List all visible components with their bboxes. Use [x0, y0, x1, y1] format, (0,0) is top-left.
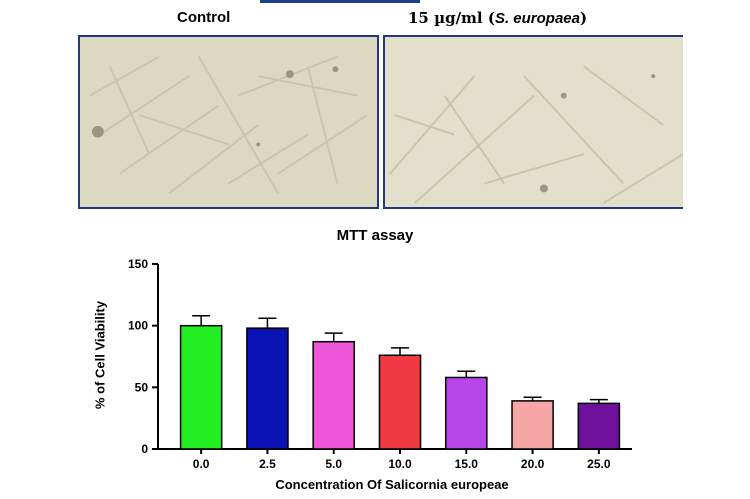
x-tick-label: 10.0: [388, 457, 412, 471]
treated-label-species: S. europaea: [494, 10, 580, 27]
x-tick-label: 5.0: [325, 457, 342, 471]
treated-panel-label: 15 µg/ml (S. europaea): [408, 9, 587, 27]
control-panel-label: Control: [177, 9, 231, 26]
treated-label-suffix: ): [579, 9, 588, 27]
bar: [577, 402, 621, 450]
top-rule: [260, 0, 420, 3]
treated-label-prefix: 15 µg/ml (: [408, 9, 495, 27]
bar: [444, 376, 488, 450]
control-micrograph: [78, 35, 379, 209]
x-axis-label: Concentration Of Salicornia europeae: [275, 477, 509, 492]
x-tick-label: 20.0: [521, 457, 545, 471]
bar: [378, 354, 422, 450]
bar: [179, 324, 223, 450]
x-tick-label: 2.5: [259, 457, 276, 471]
x-tick-label: 0.0: [193, 457, 210, 471]
bar: [312, 340, 356, 450]
y-tick-label: 100: [128, 319, 148, 333]
treated-micrograph: [383, 35, 683, 209]
y-tick-label: 0: [141, 442, 148, 456]
chart-title: MTT assay: [336, 227, 414, 244]
bar: [246, 327, 289, 450]
y-tick-label: 50: [135, 380, 149, 394]
bar: [511, 400, 554, 450]
x-tick-label: 25.0: [587, 457, 611, 471]
x-tick-label: 15.0: [455, 457, 479, 471]
y-tick-label: 150: [128, 257, 148, 271]
